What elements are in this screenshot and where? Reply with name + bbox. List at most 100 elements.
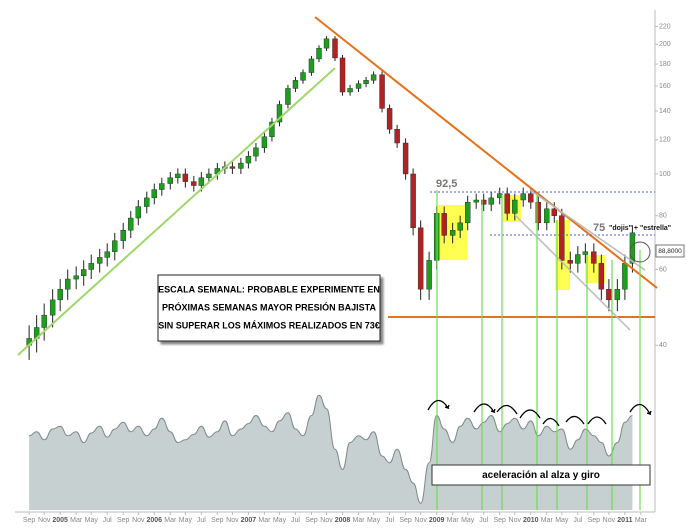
highlight-circle <box>629 241 651 263</box>
candle-body <box>300 72 306 81</box>
x-tick-label: Mar <box>70 517 83 524</box>
y-tick-label: 180 <box>659 61 671 68</box>
candle-body <box>112 240 118 252</box>
candle-body <box>316 47 322 60</box>
candle-body <box>73 275 79 280</box>
x-tick-label: May <box>85 517 99 524</box>
candle-body <box>276 104 283 123</box>
x-tick-label: Jul <box>573 517 582 524</box>
candle-body <box>128 217 134 231</box>
x-tick-label: 2008 <box>335 517 351 524</box>
note-line: aceleración al alza y giro <box>482 470 600 481</box>
candle-body <box>41 314 47 328</box>
x-tick-label: May <box>461 517 475 524</box>
x-tick-label: Mar <box>635 517 648 524</box>
note-box <box>431 464 651 486</box>
candle-body <box>449 230 456 236</box>
support-trend-line <box>17 67 336 356</box>
x-tick-label: Nov <box>509 517 522 524</box>
candle-body <box>49 299 56 316</box>
x-tick-label: Jul <box>385 517 394 524</box>
candle-body <box>575 254 581 264</box>
candle-body <box>339 57 346 93</box>
candle-body <box>347 88 353 93</box>
x-tick-label: Jul <box>197 517 206 524</box>
candle-body <box>559 215 565 261</box>
candle-body <box>528 193 534 203</box>
candle-body <box>120 230 126 241</box>
candle-body <box>426 260 432 290</box>
candle-body <box>465 201 471 224</box>
x-tick-label: 2011 <box>617 517 632 524</box>
candle-body <box>481 199 487 205</box>
candle-body <box>159 183 165 190</box>
level-label: 92,5 <box>436 178 457 190</box>
x-tick-label: May <box>555 517 569 524</box>
candle-body <box>551 208 557 216</box>
candle-body <box>394 129 400 144</box>
candle-body <box>622 263 628 290</box>
x-tick-label: 2007 <box>241 517 257 524</box>
note-line: PRÓXIMAS SEMANAS MAYOR PRESIÓN BAJISTA <box>162 301 377 312</box>
y-tick-label: 80 <box>659 213 667 220</box>
candle-body <box>512 199 518 214</box>
x-tick-label: Mar <box>258 517 271 524</box>
candle-body <box>175 173 181 178</box>
x-tick-label: 2009 <box>429 517 445 524</box>
candle-body <box>386 108 393 130</box>
x-tick-label: Nov <box>226 517 239 524</box>
candle-body <box>582 251 589 255</box>
candle-body <box>238 162 244 169</box>
candle-body <box>567 260 573 264</box>
price-tag <box>655 244 685 258</box>
candle-body <box>591 251 597 264</box>
candle-body <box>457 222 463 231</box>
y-tick-label: 220 <box>659 23 671 30</box>
x-tick-label: Jul <box>479 517 488 524</box>
candle-body <box>253 147 259 157</box>
pattern-label: "dojis" + "estrella" <box>609 225 671 232</box>
x-tick-label: Sep <box>211 517 224 524</box>
turn-arcs <box>427 399 652 427</box>
x-tick-label: Jul <box>291 517 300 524</box>
candle-body <box>65 278 71 290</box>
x-tick-label: Mar <box>352 517 365 524</box>
candle-body <box>135 206 141 219</box>
note-line: ESCALA SEMANAL: PROBABLE EXPERIMENTE EN <box>158 284 380 294</box>
note-box <box>157 274 381 342</box>
arc <box>542 417 560 427</box>
candle-body <box>182 173 189 182</box>
candle-body <box>144 197 150 207</box>
arc <box>629 403 652 416</box>
arc <box>587 416 607 425</box>
x-tick-label: Sep <box>305 517 318 524</box>
candle-body <box>488 197 494 205</box>
candle-body <box>261 136 268 149</box>
candle-body <box>402 142 409 175</box>
y-tick-label: 200 <box>659 41 671 48</box>
x-tick-label: Nov <box>132 517 145 524</box>
x-tick-label: Mar <box>541 517 554 524</box>
candle-body <box>167 177 173 184</box>
candle-body <box>504 193 510 214</box>
arc <box>519 409 541 419</box>
x-tick-label: 2005 <box>52 517 68 524</box>
channel-line <box>529 189 646 271</box>
candle-body <box>191 181 197 186</box>
resistance-trend-line <box>314 16 658 289</box>
candle-body <box>285 88 291 105</box>
note-line: SIN SUPERAR LOS MÁXIMOS REALIZADOS EN 73… <box>158 320 380 330</box>
level-label: 75 <box>593 222 605 234</box>
x-tick-label: Jul <box>103 517 112 524</box>
candle-body <box>229 166 236 169</box>
y-tick-label: 40 <box>659 342 667 349</box>
candle-body <box>379 74 385 109</box>
x-tick-label: Nov <box>414 517 427 524</box>
candle-body <box>544 208 550 224</box>
arc <box>427 399 450 411</box>
candle-body <box>88 263 94 270</box>
candle-body <box>245 155 252 164</box>
candle-body <box>151 189 157 199</box>
x-tick-label: Sep <box>23 517 36 524</box>
candle-body <box>292 80 299 89</box>
